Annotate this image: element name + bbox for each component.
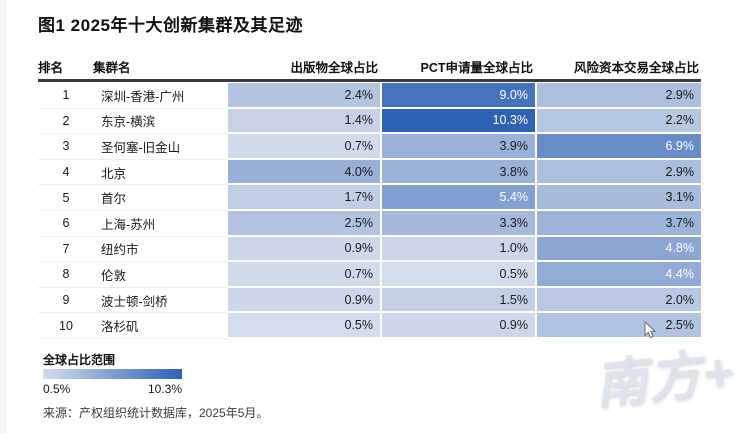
pct-applications-cell: 10.3% bbox=[382, 108, 535, 135]
header-divider bbox=[38, 79, 701, 82]
venture-capital-cell: 6.9% bbox=[537, 134, 701, 160]
table-row: 3 圣何塞-旧金山 0.7% 3.9% 6.9% bbox=[0, 134, 750, 160]
rank-cell: 1 bbox=[38, 83, 94, 109]
rank-cell: 10 bbox=[38, 313, 94, 339]
table-row: 5 首尔 1.7% 5.4% 3.1% bbox=[0, 185, 750, 211]
publications-cell: 0.7% bbox=[228, 134, 380, 160]
rank-cell: 9 bbox=[38, 288, 94, 314]
cluster-name-cell: 首尔 bbox=[94, 185, 228, 211]
mouse-cursor-icon bbox=[644, 321, 656, 339]
venture-capital-cell: 4.4% bbox=[537, 262, 701, 288]
publications-cell: 1.7% bbox=[228, 185, 380, 211]
venture-capital-cell: 2.0% bbox=[537, 287, 701, 314]
venture-capital-cell: 4.8% bbox=[537, 236, 701, 263]
cluster-name-cell: 波士顿-剑桥 bbox=[94, 288, 228, 314]
publications-cell: 2.4% bbox=[228, 83, 380, 109]
venture-capital-cell: 3.1% bbox=[537, 185, 701, 211]
pct-applications-cell: 0.5% bbox=[382, 262, 535, 288]
cluster-name-cell: 圣何塞-旧金山 bbox=[94, 134, 228, 160]
venture-capital-cell: 2.9% bbox=[537, 83, 701, 109]
cluster-name-cell: 洛杉矶 bbox=[94, 313, 228, 339]
rank-cell: 6 bbox=[38, 211, 94, 237]
table-row: 8 伦敦 0.7% 0.5% 4.4% bbox=[0, 262, 750, 288]
legend-gradient-bar bbox=[43, 369, 182, 379]
publications-cell: 4.0% bbox=[228, 159, 380, 186]
column-header-rank: 排名 bbox=[38, 61, 64, 75]
publications-cell: 0.7% bbox=[228, 262, 380, 288]
table-row: 1 深圳-香港-广州 2.4% 9.0% 2.9% bbox=[0, 83, 750, 109]
rank-cell: 4 bbox=[38, 160, 94, 186]
nanfang-plus-watermark: 南方+ bbox=[591, 342, 738, 416]
rank-cell: 3 bbox=[38, 134, 94, 160]
column-header-cluster: 集群名 bbox=[93, 61, 131, 75]
table-row: 7 纽约市 0.9% 1.0% 4.8% bbox=[0, 236, 750, 263]
cluster-name-cell: 深圳-香港-广州 bbox=[94, 83, 228, 109]
table-row: 9 波士顿-剑桥 0.9% 1.5% 2.0% bbox=[0, 287, 750, 314]
pct-applications-cell: 3.9% bbox=[382, 134, 535, 160]
table-row: 6 上海-苏州 2.5% 3.3% 3.7% bbox=[0, 210, 750, 237]
table-row: 4 北京 4.0% 3.8% 2.9% bbox=[0, 159, 750, 186]
cluster-name-cell: 上海-苏州 bbox=[94, 211, 228, 237]
pct-applications-cell: 3.3% bbox=[382, 210, 535, 237]
cluster-name-cell: 伦敦 bbox=[94, 262, 228, 288]
publications-cell: 0.9% bbox=[228, 287, 380, 314]
rank-cell: 2 bbox=[38, 109, 94, 135]
legend-title: 全球占比范围 bbox=[43, 353, 116, 367]
column-header-pct: PCT申请量全球占比 bbox=[420, 61, 533, 75]
publications-cell: 1.4% bbox=[228, 108, 380, 135]
venture-capital-cell: 2.9% bbox=[537, 159, 701, 186]
venture-capital-cell: 2.5% bbox=[537, 313, 701, 339]
legend-max-label: 10.3% bbox=[147, 382, 182, 396]
venture-capital-cell: 3.7% bbox=[537, 210, 701, 237]
column-header-publications: 出版物全球占比 bbox=[290, 61, 378, 75]
legend-min-label: 0.5% bbox=[43, 382, 71, 396]
page-left-edge bbox=[0, 0, 7, 434]
pct-applications-cell: 1.0% bbox=[382, 236, 535, 263]
publications-cell: 0.9% bbox=[228, 236, 380, 263]
table-row: 10 洛杉矶 0.5% 0.9% 2.5% bbox=[0, 313, 750, 339]
pct-applications-cell: 0.9% bbox=[382, 313, 535, 339]
cluster-name-cell: 东京-横滨 bbox=[94, 109, 228, 135]
venture-capital-cell: 2.2% bbox=[537, 108, 701, 135]
rank-cell: 5 bbox=[38, 185, 94, 211]
cluster-name-cell: 纽约市 bbox=[94, 237, 228, 263]
pct-applications-cell: 1.5% bbox=[382, 287, 535, 314]
pct-applications-cell: 9.0% bbox=[382, 83, 535, 109]
publications-cell: 0.5% bbox=[228, 313, 380, 339]
source-note: 来源：产权组织统计数据库，2025年5月。 bbox=[43, 406, 269, 420]
table-body: 1 深圳-香港-广州 2.4% 9.0% 2.9% 2 东京-横滨 1.4% 10.3% 2.2%… bbox=[0, 83, 750, 339]
column-header-venture-capital: 风险资本交易全球占比 bbox=[573, 61, 699, 75]
publications-cell: 2.5% bbox=[228, 210, 380, 237]
figure-title: 图1 2025年十大创新集群及其足迹 bbox=[38, 16, 303, 35]
pct-applications-cell: 3.8% bbox=[382, 159, 535, 186]
rank-cell: 7 bbox=[38, 237, 94, 263]
table-row: 2 东京-横滨 1.4% 10.3% 2.2% bbox=[0, 108, 750, 135]
pct-applications-cell: 5.4% bbox=[382, 185, 535, 211]
cluster-name-cell: 北京 bbox=[94, 160, 228, 186]
rank-cell: 8 bbox=[38, 262, 94, 288]
